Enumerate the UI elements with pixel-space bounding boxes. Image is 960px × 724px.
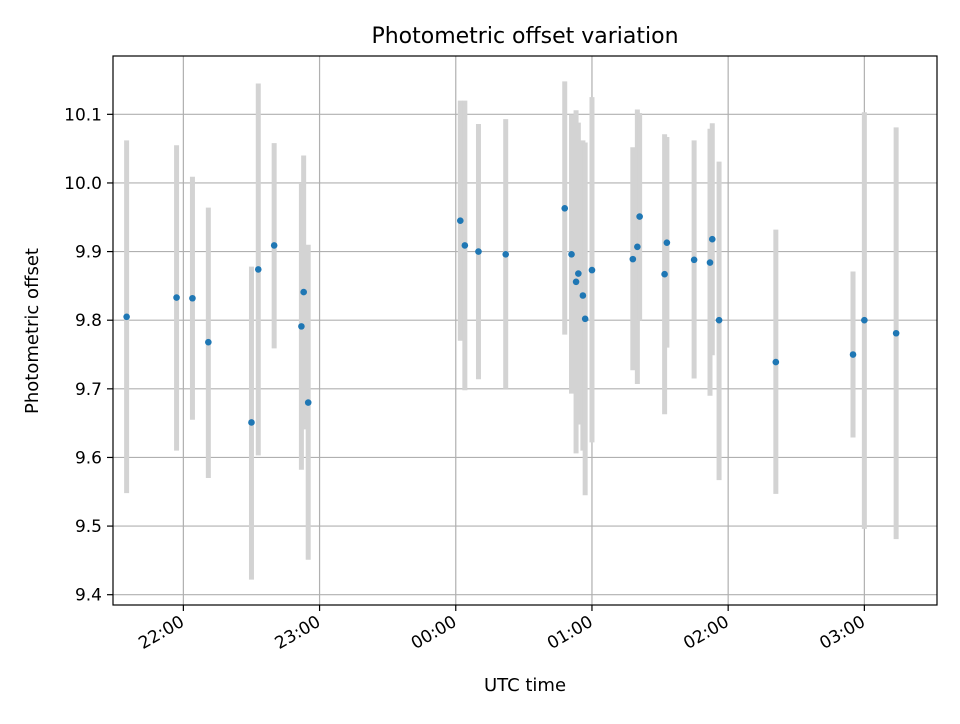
y-tick-label: 9.5 <box>75 517 102 537</box>
data-point <box>861 316 868 324</box>
data-point <box>629 255 637 263</box>
data-point <box>568 251 575 258</box>
data-point <box>708 235 716 243</box>
y-tick-label: 9.9 <box>75 243 102 263</box>
data-point <box>461 242 469 249</box>
data-point <box>772 358 780 366</box>
x-tick-label: 03:00 <box>816 612 868 654</box>
data-point <box>634 243 641 251</box>
y-tick-label: 9.6 <box>75 448 102 468</box>
x-tick-label: 23:00 <box>272 612 324 654</box>
y-tick-label: 10.0 <box>64 174 102 194</box>
x-tick-label: 01:00 <box>544 612 596 654</box>
data-point <box>248 419 255 426</box>
data-point <box>475 248 482 255</box>
data-point <box>304 399 312 406</box>
data-point <box>189 294 196 302</box>
x-tick-label: 00:00 <box>408 612 460 654</box>
y-tick-label: 9.4 <box>75 586 102 606</box>
data-point <box>173 294 180 301</box>
data-point <box>636 213 643 220</box>
data-point <box>123 313 130 321</box>
data-point <box>849 351 857 358</box>
data-point <box>575 270 582 277</box>
data-point <box>588 266 596 274</box>
x-tick-layer: 22:00 23:00 00:00 01:00 02:00 03:00 <box>135 605 869 654</box>
grid-layer <box>113 56 937 605</box>
y-tick-label: 10.1 <box>64 105 102 125</box>
data-point <box>300 288 307 296</box>
x-tick-label: 22:00 <box>135 612 187 654</box>
data-point <box>706 259 714 266</box>
plot-frame <box>112 55 938 606</box>
data-point <box>572 278 580 286</box>
data-point <box>205 338 212 346</box>
errorbar-layer <box>124 81 899 580</box>
data-point <box>715 316 723 324</box>
data-point <box>663 239 671 246</box>
data-point <box>561 205 569 212</box>
data-point <box>502 251 510 258</box>
point-layer <box>123 205 900 426</box>
y-tick-label: 9.7 <box>75 380 102 400</box>
y-axis-label: Photometric offset <box>22 248 43 414</box>
data-point <box>661 270 668 278</box>
data-point <box>581 315 589 323</box>
data-point <box>298 323 305 330</box>
data-point <box>270 242 278 249</box>
data-point <box>690 256 698 264</box>
x-axis-label: UTC time <box>484 675 566 696</box>
data-point <box>254 266 262 273</box>
chart-title: Photometric offset variation <box>371 24 678 49</box>
data-point <box>892 329 900 337</box>
y-tick-layer: 9.4 9.5 9.6 9.7 9.8 9.9 10.0 10.1 <box>64 105 113 606</box>
data-point <box>457 217 464 224</box>
data-point <box>579 292 587 299</box>
y-tick-label: 9.8 <box>75 311 102 331</box>
x-tick-label: 02:00 <box>680 612 732 654</box>
